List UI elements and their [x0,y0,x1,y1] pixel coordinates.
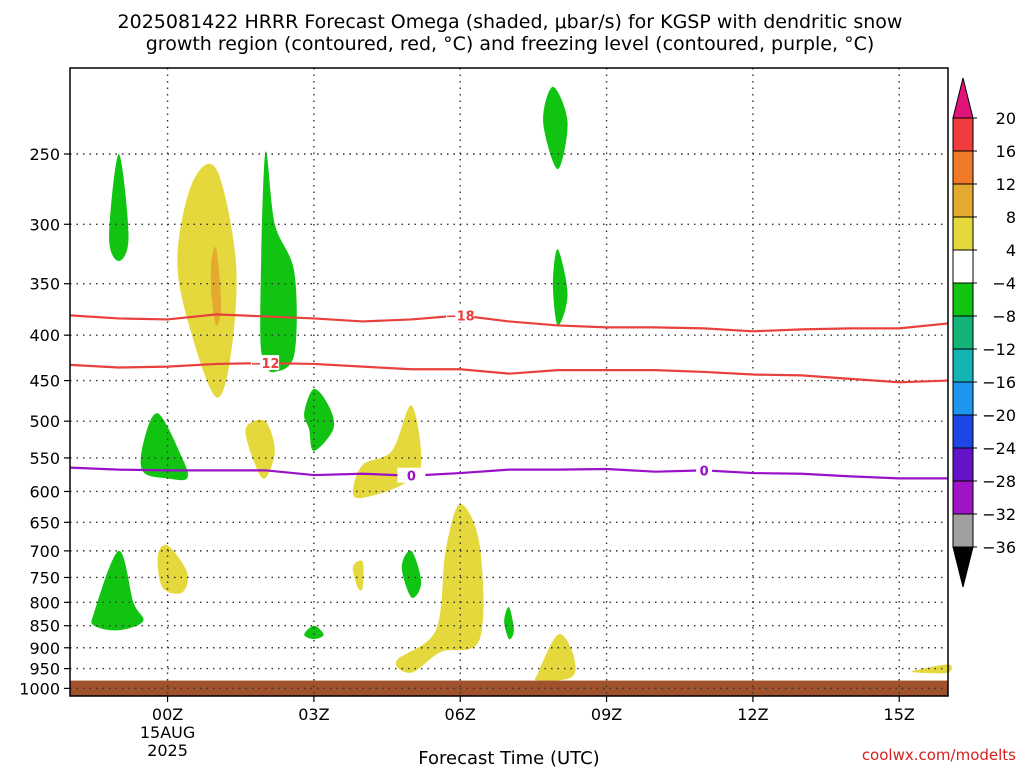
x-tick-label-0-2: 2025 [147,741,188,760]
y-tick-label-300: 300 [29,215,60,234]
colorbar-swatch-9 [952,414,974,449]
y-tick-label-850: 850 [29,617,60,636]
colorbar-top-arrow [952,77,974,119]
colorbar-label-3: 8 [1006,208,1016,227]
y-tick-label-350: 350 [29,275,60,294]
x-tick-label-9-0: 09Z [591,705,622,724]
omega-region-yellow-730-770 [352,560,364,591]
title-line-2: growth region (contoured, red, °C) and f… [146,33,875,55]
omega-region-green-230-260 [543,86,568,170]
contour-minus18-line [69,313,949,333]
omega-region-yellow-870-980 [534,634,576,681]
colorbar-swatch-12 [952,513,974,548]
y-tick-label-550: 550 [29,449,60,468]
colorbar-label-4: 4 [1006,241,1016,260]
omega-region-green-700-860 [91,550,144,631]
x-tick-label-15-0: 15Z [884,705,915,724]
omega-region-green-860-880 [304,625,324,640]
colorbar-label-13: −36 [982,538,1016,557]
omega-region-green-700-790 [401,550,422,598]
omega-region-green-320-390 [552,249,568,326]
colorbar-label-10: −24 [982,439,1016,458]
plot-frame [69,67,949,697]
colorbar-bottom-arrow [952,546,974,588]
omega-region-green-500-580 [140,413,189,481]
colorbar-swatch-8 [952,381,974,416]
chart-title: 2025081422 HRRR Forecast Omega (shaded, … [118,11,903,55]
omega-region-yellow-700-780 [157,544,188,594]
x-tick-label-0-1: 15AUG [140,723,195,742]
x-tick-label-12-0: 12Z [737,705,768,724]
colorbar-label-8: −16 [982,373,1016,392]
colorbar-label-1: 16 [996,142,1016,161]
colorbar-label-9: −20 [982,406,1016,425]
colorbar-swatch-1 [952,150,974,185]
colorbar-swatch-10 [952,447,974,482]
y-tick-label-600: 600 [29,482,60,501]
omega-region-orange-330-380 [210,246,222,326]
credit-label[interactable]: coolwx.com/modelts [862,746,1016,764]
omega-region-green-250-300 [109,154,129,262]
colorbar-swatch-3 [952,216,974,251]
colorbar-label-7: −12 [982,340,1016,359]
y-tick-label-900: 900 [29,639,60,658]
colorbar-swatch-4 [952,249,974,284]
y-tick-label-400: 400 [29,326,60,345]
contour-minus12-label-bg [251,355,280,371]
y-tick-label-950: 950 [29,660,60,679]
omega-region-yellow-500-580 [245,419,275,479]
y-tick-label-750: 750 [29,568,60,587]
colorbar-label-5: −4 [992,274,1016,293]
y-tick-label-500: 500 [29,412,60,431]
freezing-level-label: 0 [407,470,416,485]
colorbar-swatch-6 [952,315,974,350]
ground-fill [70,680,948,696]
omega-region-green-820-880 [504,606,514,640]
y-tick-label-700: 700 [29,542,60,561]
omega-shaded-regions [91,86,952,681]
colorbar-label-12: −32 [982,505,1016,524]
colorbar-label-0: 20 [996,109,1016,128]
colorbar-swatch-2 [952,183,974,218]
grid-lines [70,68,948,696]
freezing-level-line [69,466,948,480]
ground-layer [70,680,948,696]
freezing-level-label-2-bg [696,462,713,478]
x-tick-label-3-0: 03Z [298,705,329,724]
x-axis-label: Forecast Time (UTC) [418,748,599,768]
omega-region-green-470-530 [304,388,335,451]
y-tick-label-800: 800 [29,593,60,612]
y-tick-label-1000: 1000 [19,679,60,698]
omega-region-green-250-420 [260,151,297,373]
x-tick-label-0-0: 00Z [152,705,183,724]
colorbar-swatch-11 [952,480,974,515]
colorbar-swatch-7 [952,348,974,383]
freezing-level-label-bg [397,467,426,483]
omega-region-yellow-270-460 [177,163,237,398]
y-axis: 250 300 350 400 450 500 550 600 650 700 750 800 850 9… [19,145,70,698]
colorbar-swatch-5 [952,282,974,317]
temperature-contours: −18 −12 0 0 [69,307,949,485]
x-tick-label-6-0: 06Z [445,705,476,724]
colorbar-label-2: 12 [996,175,1016,194]
freezing-level-label-2: 0 [700,464,709,479]
colorbar-swatch-0 [952,117,974,152]
contour-minus12-line [69,361,949,384]
y-tick-label-450: 450 [29,372,60,391]
title-line-1: 2025081422 HRRR Forecast Omega (shaded, … [118,11,903,33]
y-tick-label-250: 250 [29,145,60,164]
omega-region-yellow-940-960 [911,664,952,674]
colorbar-label-11: −28 [982,472,1016,491]
contour-minus12-label: −12 [251,357,280,372]
colorbar: 20 16 12 8 4 −4 −8 −12 −16 −20 −24 −28 −32 −36 [952,77,1016,588]
omega-region-yellow-620-960 [395,504,484,673]
contour-minus18-label: −18 [446,309,475,324]
colorbar-label-6: −8 [992,307,1016,326]
y-tick-label-650: 650 [29,513,60,532]
contour-minus18-label-bg [446,307,475,323]
